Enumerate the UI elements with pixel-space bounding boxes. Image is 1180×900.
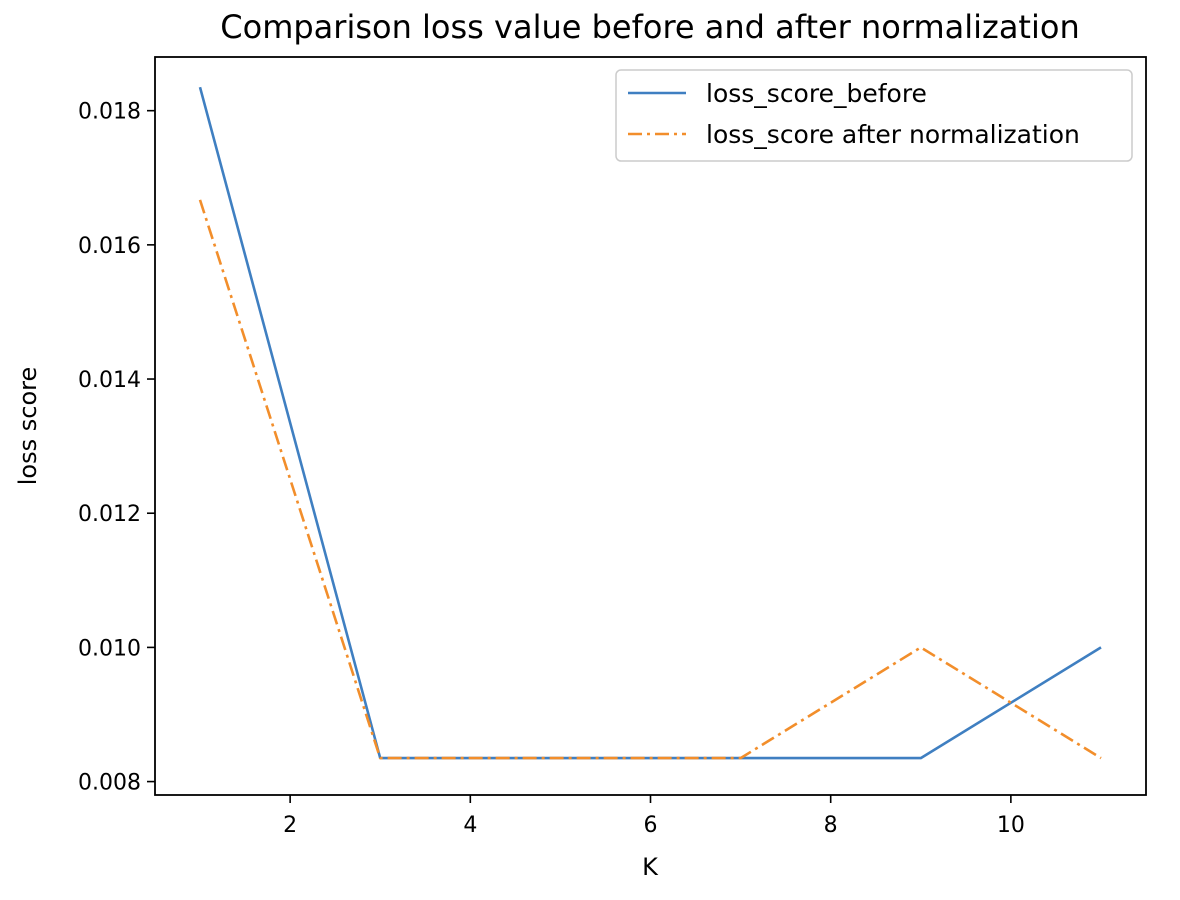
x-axis: 2 4 6 8 10	[283, 795, 1025, 838]
x-tick-label: 10	[997, 813, 1025, 838]
y-tick-label: 0.016	[78, 234, 141, 259]
y-tick-label: 0.018	[78, 100, 141, 125]
y-axis-label: loss score	[14, 367, 42, 485]
plot-lines	[198, 86, 1102, 760]
y-tick-label: 0.012	[78, 502, 141, 527]
y-tick-label: 0.010	[78, 636, 141, 661]
x-axis-label: K	[642, 853, 659, 881]
y-tick-label: 0.008	[78, 771, 141, 796]
legend-label-loss-score-before: loss_score_before	[706, 79, 927, 108]
x-tick-label: 8	[824, 813, 838, 838]
y-tick-label: 0.014	[78, 368, 141, 393]
x-tick-label: 4	[463, 813, 477, 838]
legend-label-loss-score-after-normalization: loss_score after normalization	[706, 120, 1080, 149]
legend-frame	[615, 69, 1133, 162]
y-axis: 0.008 0.010 0.012 0.014 0.016 0.018	[78, 100, 155, 796]
chart-title: Comparison loss value before and after n…	[220, 8, 1079, 46]
x-tick-label: 2	[283, 813, 297, 838]
legend: loss_score_before loss_score after norma…	[615, 69, 1133, 162]
series-line-loss-score-after-normalization	[198, 199, 1102, 760]
x-tick-label: 6	[644, 813, 658, 838]
